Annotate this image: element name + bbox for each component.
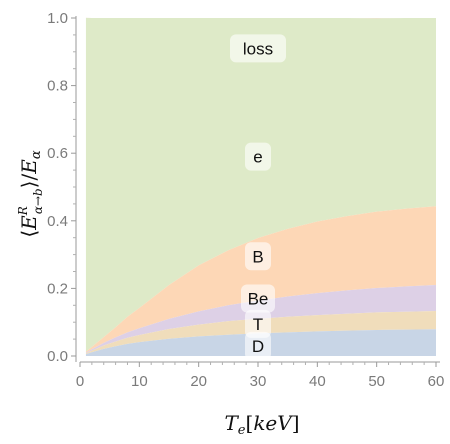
y-tick-label: 0.6 (47, 145, 68, 162)
x-axis-title: Te[keV] (224, 411, 299, 438)
region-labels: loss e B Be TD (230, 34, 286, 360)
y-tick-label: 0.0 (47, 348, 68, 365)
y-ticks: 0.0 0.2 0.4 0.6 0.8 1.0 (47, 10, 76, 365)
region-label-loss: loss (230, 34, 286, 63)
x-tick-label: 20 (190, 373, 207, 390)
region-label-box (245, 309, 271, 338)
x-tick-label: 60 (428, 373, 445, 390)
y-tick-label: 1.0 (47, 10, 68, 27)
region-label-e: e (245, 142, 271, 171)
region-label-Be: Be (241, 284, 275, 313)
y-tick-label: 0.8 (47, 78, 68, 95)
region-label-D: D (245, 331, 271, 360)
region-label-box (245, 331, 271, 360)
y-tick-label: 0.4 (47, 213, 68, 230)
region-label-box (241, 284, 275, 313)
region-label-box (245, 142, 271, 171)
x-tick-label: 0 (76, 373, 84, 390)
x-tick-label: 10 (131, 373, 148, 390)
region-label-text: loss (243, 39, 273, 58)
region-label-text: T (253, 315, 263, 334)
region-label-box (245, 242, 271, 271)
x-tick-label: 50 (368, 373, 385, 390)
x-tick-label: 30 (250, 373, 267, 390)
region-label-text: B (252, 247, 263, 266)
y-tick-label: 0.2 (47, 280, 68, 297)
region-label-box (230, 34, 286, 63)
area-e (85, 17, 436, 352)
area-Be (85, 285, 436, 354)
y-axis-title: ⟨ERα→b⟩/Eα (16, 150, 45, 237)
area-loss (85, 17, 436, 19)
x-tick-label: 40 (309, 373, 326, 390)
area-B (85, 206, 436, 353)
region-label-text: e (253, 148, 262, 167)
axes: 0 10 20 30 40 50 60 0.0 0.2 0.4 0.6 0.8 1.0 (47, 10, 444, 390)
region-label-B: B (245, 242, 271, 271)
x-ticks: 0 10 20 30 40 50 60 (76, 362, 445, 390)
region-label-T: T (245, 309, 271, 338)
region-label-text: Be (248, 290, 269, 309)
region-label-text: D (252, 337, 264, 356)
